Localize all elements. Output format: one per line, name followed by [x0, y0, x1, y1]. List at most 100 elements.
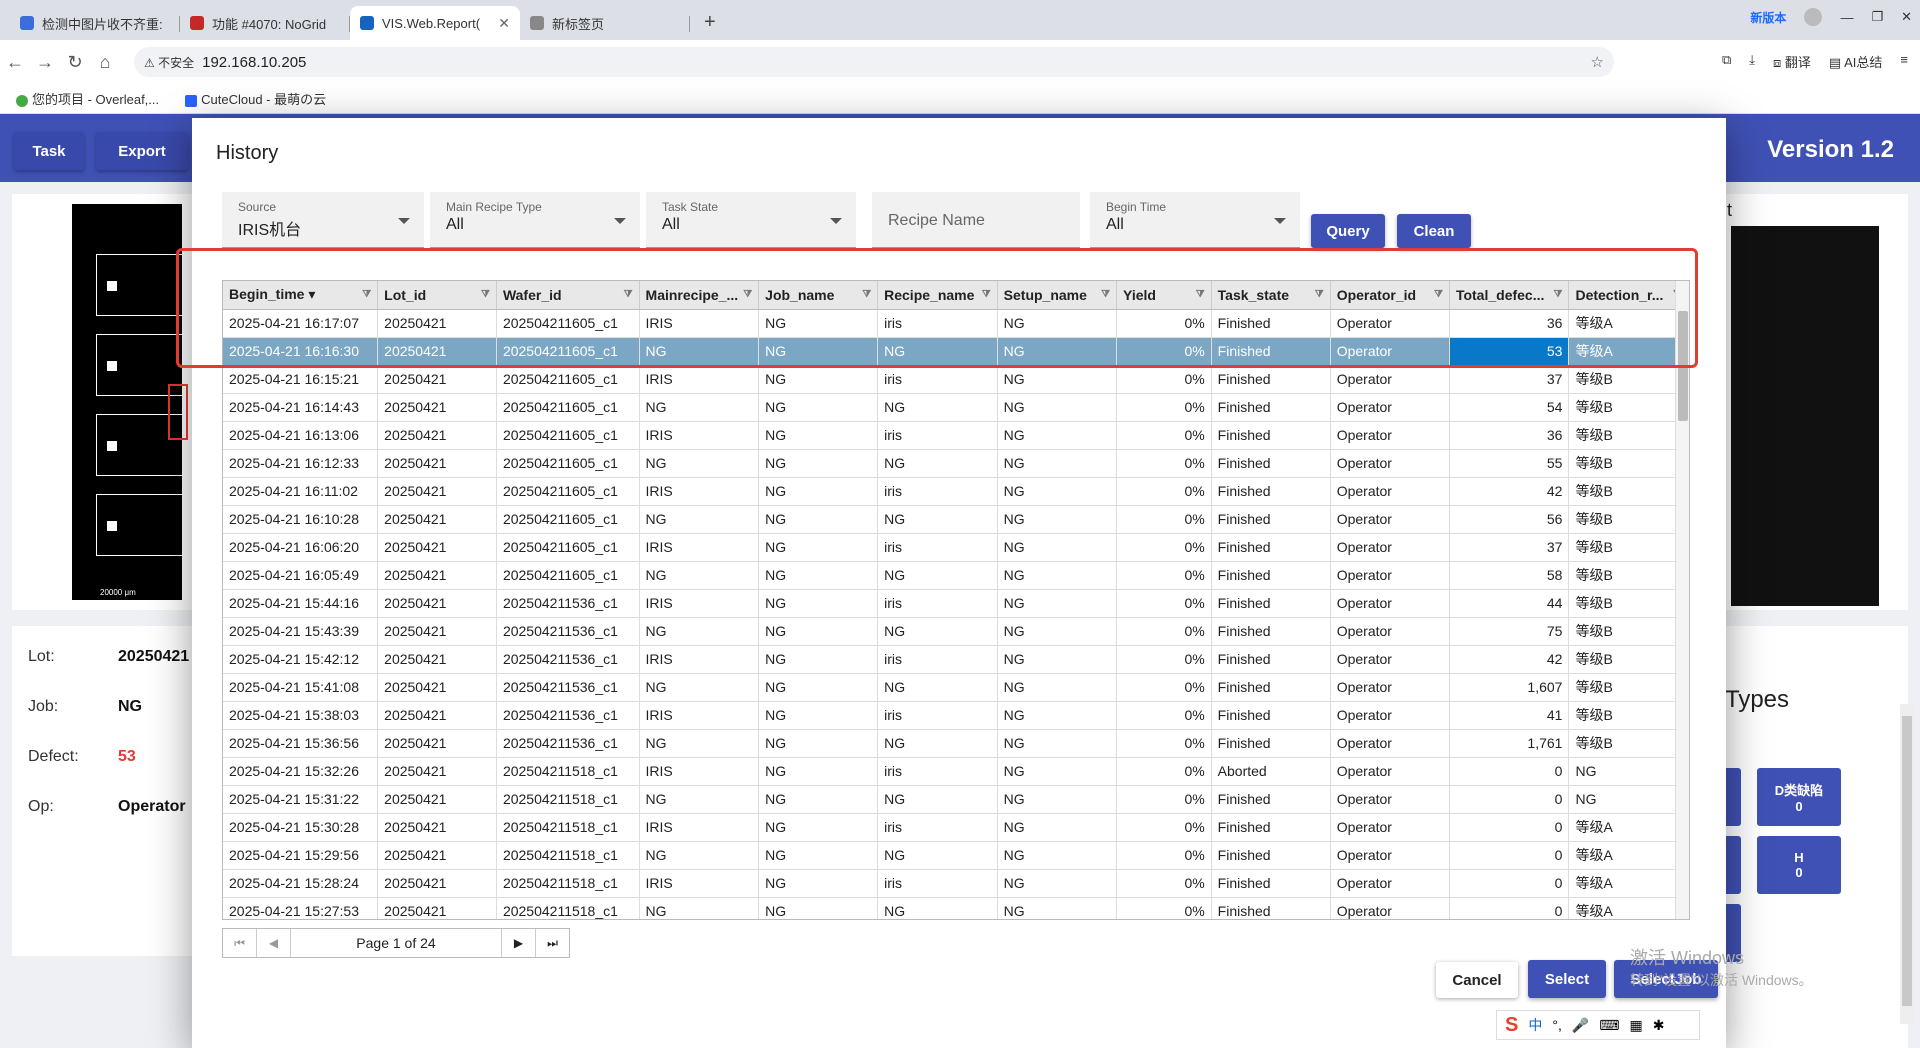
- column-header[interactable]: Total_defec... ⧩: [1449, 281, 1570, 310]
- apps-icon[interactable]: ✱: [1652, 1016, 1665, 1033]
- filter-icon[interactable]: ⧩: [1553, 289, 1563, 300]
- first-page-button[interactable]: ⏮: [223, 929, 257, 957]
- source-select[interactable]: Source IRIS机台: [222, 192, 424, 248]
- table-row[interactable]: 2025-04-21 15:41:08 20250421 202504211536_…: [223, 673, 1689, 702]
- table-row[interactable]: 2025-04-21 16:11:02 20250421 202504211605_…: [223, 477, 1689, 506]
- column-header[interactable]: Yield ⧩: [1116, 281, 1212, 310]
- menu-icon[interactable]: ≡: [1900, 52, 1908, 67]
- table-row[interactable]: 2025-04-21 16:14:43 20250421 202504211605_…: [223, 393, 1689, 422]
- column-header[interactable]: Wafer_id ⧩: [496, 281, 640, 310]
- column-header[interactable]: Task_state ⧩: [1211, 281, 1331, 310]
- table-row[interactable]: 2025-04-21 15:27:53 20250421 202504211518_…: [223, 897, 1689, 919]
- ai-summary-button[interactable]: ▤ AI总结: [1828, 55, 1883, 70]
- select-button[interactable]: Select: [1528, 960, 1606, 998]
- profile-avatar[interactable]: [1804, 8, 1823, 26]
- column-header[interactable]: Setup_name ⧩: [997, 281, 1118, 310]
- table-row[interactable]: 2025-04-21 16:17:07 20250421 202504211605_…: [223, 309, 1689, 338]
- task-button[interactable]: Task: [14, 132, 84, 170]
- table-row[interactable]: 2025-04-21 16:06:20 20250421 202504211605_…: [223, 533, 1689, 562]
- not-secure-warning[interactable]: ⚠ 不安全: [144, 55, 195, 70]
- main-recipe-type-select[interactable]: Main Recipe Type All: [430, 192, 640, 248]
- filter-icon[interactable]: ⧩: [362, 289, 372, 300]
- table-row[interactable]: 2025-04-21 15:30:28 20250421 202504211518_…: [223, 813, 1689, 842]
- table-row[interactable]: 2025-04-21 15:32:26 20250421 202504211518_…: [223, 757, 1689, 786]
- url-input[interactable]: ⚠ 不安全 192.168.10.205 ☆: [134, 47, 1614, 77]
- select-job-button[interactable]: SelectJob: [1614, 960, 1718, 998]
- new-tab-button[interactable]: +: [704, 11, 716, 33]
- keyboard-icon[interactable]: ⌨: [1599, 1016, 1620, 1033]
- bookmark-star-icon[interactable]: ☆: [1590, 54, 1604, 71]
- table-row[interactable]: 2025-04-21 15:44:16 20250421 202504211536_…: [223, 589, 1689, 618]
- recipe-name-input[interactable]: Recipe Name: [872, 192, 1080, 248]
- table-row[interactable]: 2025-04-21 16:12:33 20250421 202504211605_…: [223, 449, 1689, 478]
- begin-time-select[interactable]: Begin Time All: [1090, 192, 1300, 248]
- grid-scrollbar[interactable]: [1675, 281, 1689, 919]
- clean-button[interactable]: Clean: [1397, 214, 1471, 248]
- browser-tab[interactable]: 新标签页: [520, 6, 690, 40]
- filter-icon[interactable]: ⧩: [1314, 289, 1324, 300]
- column-header[interactable]: Job_name ⧩: [758, 281, 879, 310]
- table-row[interactable]: 2025-04-21 15:42:12 20250421 202504211536_…: [223, 645, 1689, 674]
- filter-icon[interactable]: ⧩: [1434, 289, 1443, 300]
- bookmark-overleaf[interactable]: 您的项目 - Overleaf,...: [16, 89, 159, 108]
- table-row[interactable]: 2025-04-21 15:29:56 20250421 202504211518_…: [223, 841, 1689, 870]
- new-version-badge[interactable]: 新版本: [1750, 10, 1787, 25]
- back-icon[interactable]: ←: [6, 51, 24, 72]
- filter-icon[interactable]: ⧩: [981, 289, 991, 300]
- prev-page-button[interactable]: ◀: [257, 929, 291, 957]
- query-button[interactable]: Query: [1311, 214, 1385, 248]
- column-header[interactable]: Operator_id ⧩: [1330, 281, 1450, 310]
- table-cell: NG: [639, 785, 760, 814]
- table-row[interactable]: 2025-04-21 15:28:24 20250421 202504211518_…: [223, 869, 1689, 898]
- table-row[interactable]: 2025-04-21 16:05:49 20250421 202504211605_…: [223, 561, 1689, 590]
- cancel-button[interactable]: Cancel: [1436, 962, 1518, 998]
- table-row[interactable]: 2025-04-21 15:38:03 20250421 202504211536_…: [223, 701, 1689, 730]
- filter-icon[interactable]: ⧩: [743, 289, 753, 300]
- browser-tab[interactable]: VIS.Web.Report(✕: [350, 6, 520, 40]
- next-page-button[interactable]: ▶: [501, 929, 535, 957]
- column-header[interactable]: Lot_id ⧩: [377, 281, 497, 310]
- task-state-select[interactable]: Task State All: [646, 192, 856, 248]
- filter-icon[interactable]: ⧩: [623, 289, 633, 300]
- forward-icon[interactable]: →: [36, 51, 54, 72]
- column-header[interactable]: Begin_time ▾ ⧩: [223, 281, 379, 310]
- last-page-button[interactable]: ⏭: [535, 929, 569, 957]
- type-button-d[interactable]: D类缺陷 0: [1757, 768, 1841, 826]
- table-row[interactable]: 2025-04-21 16:15:21 20250421 202504211605_…: [223, 365, 1689, 394]
- table-row[interactable]: 2025-04-21 15:36:56 20250421 202504211536_…: [223, 729, 1689, 758]
- translate-button[interactable]: ⧈ 翻译: [1773, 55, 1811, 70]
- reload-icon[interactable]: ↻: [67, 51, 83, 72]
- sogou-icon[interactable]: S: [1505, 1013, 1519, 1036]
- bookmark-cutecloud[interactable]: CuteCloud - 最萌の云: [185, 89, 326, 108]
- filter-icon[interactable]: ⧩: [862, 289, 872, 300]
- punctuation-icon[interactable]: °,: [1552, 1017, 1562, 1033]
- filter-icon[interactable]: ⧩: [481, 289, 490, 300]
- ime-language[interactable]: 中: [1528, 1017, 1543, 1033]
- table-row[interactable]: 2025-04-21 16:13:06 20250421 202504211605_…: [223, 421, 1689, 450]
- export-button[interactable]: Export: [96, 132, 188, 170]
- column-header[interactable]: Recipe_name ⧩: [877, 281, 998, 310]
- home-icon[interactable]: ⌂: [99, 51, 111, 72]
- close-window-icon[interactable]: ✕: [1901, 9, 1912, 24]
- filter-icon[interactable]: ⧩: [1101, 289, 1111, 300]
- browser-tab[interactable]: 检测中图片收不齐重:: [10, 6, 180, 40]
- minimize-icon[interactable]: —: [1840, 9, 1854, 25]
- table-row[interactable]: 2025-04-21 16:10:28 20250421 202504211605_…: [223, 505, 1689, 534]
- page-scrollbar[interactable]: [1900, 704, 1914, 1024]
- column-header[interactable]: Mainrecipe_... ⧩: [639, 281, 760, 310]
- download-icon[interactable]: ⤓: [1749, 52, 1756, 67]
- browser-tab[interactable]: 功能 #4070: NoGrid: [180, 6, 350, 40]
- defect-image[interactable]: [1731, 226, 1879, 606]
- extensions-icon[interactable]: ⧉: [1721, 52, 1732, 67]
- restore-icon[interactable]: ❐: [1871, 9, 1884, 24]
- table-row[interactable]: 2025-04-21 15:31:22 20250421 202504211518_…: [223, 785, 1689, 814]
- table-row[interactable]: 2025-04-21 15:43:39 20250421 202504211536_…: [223, 617, 1689, 646]
- column-header[interactable]: Detection_r...⧩: [1568, 281, 1689, 310]
- skin-icon[interactable]: ▦: [1629, 1016, 1643, 1033]
- wafer-map-image[interactable]: 20000 μm: [72, 204, 196, 600]
- close-tab-icon[interactable]: ✕: [498, 14, 510, 31]
- filter-icon[interactable]: ⧩: [1195, 289, 1205, 300]
- microphone-icon[interactable]: 🎤: [1571, 1016, 1590, 1033]
- table-row[interactable]: 2025-04-21 16:16:30 20250421 202504211605_…: [223, 337, 1689, 366]
